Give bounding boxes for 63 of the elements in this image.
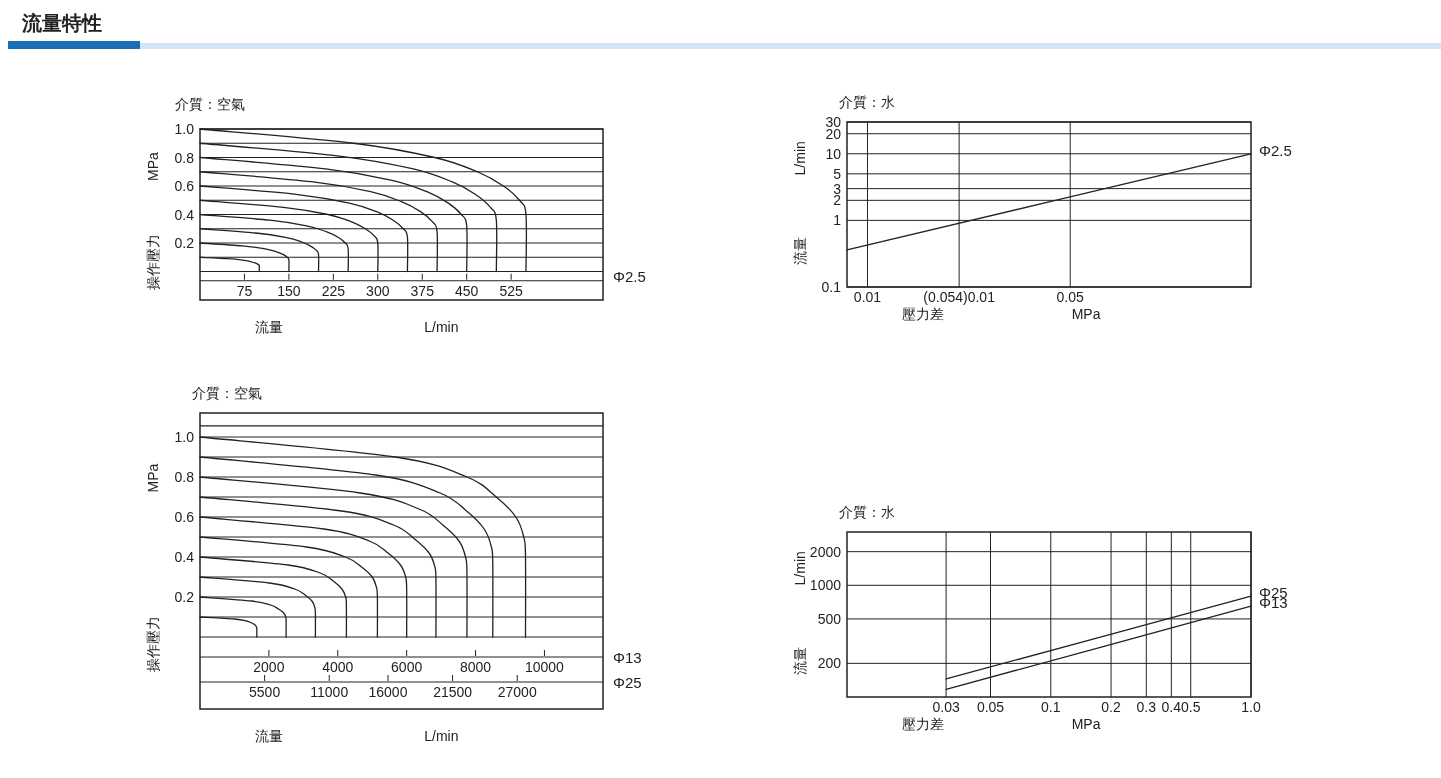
text: Φ13 xyxy=(613,649,642,666)
text: 操作壓力 MPa xyxy=(144,152,161,291)
x-tick-label: 225 xyxy=(321,282,346,299)
y-tick-label: 30 xyxy=(825,114,842,130)
y-tick-label: 0.4 xyxy=(174,549,195,565)
x2-tick-label: 16000 xyxy=(368,684,408,700)
x-tick-label: (0.054)0.01 xyxy=(923,289,996,305)
chart-title: 介質：空氣 xyxy=(192,385,262,401)
y-tick-label: 1.0 xyxy=(174,429,195,445)
x-tick-label: 10000 xyxy=(524,659,565,675)
x-tick-label: 525 xyxy=(499,282,524,299)
x-tick-label: 0.3 xyxy=(1136,699,1157,715)
x-tick-label: 0.4 xyxy=(1161,699,1182,715)
x-tick-label: 450 xyxy=(455,282,479,299)
x-tick-label: 375 xyxy=(410,282,435,299)
y-tick-label: 5 xyxy=(833,165,842,182)
y-tick-label: 0.6 xyxy=(174,178,195,194)
x-tick-label: 0.01 xyxy=(853,289,882,305)
text: 壓力差 MPa xyxy=(902,306,1101,322)
x-tick-label: 0.2 xyxy=(1101,699,1121,715)
y-tick-label: 0.6 xyxy=(174,509,195,525)
y-tick-label: 2000 xyxy=(809,543,842,560)
chart-title: 介質：水 xyxy=(839,504,895,520)
y-tick-label: 10 xyxy=(825,145,842,162)
x-tick-label: 0.5 xyxy=(1180,699,1201,715)
x2-tick-label: 11000 xyxy=(310,684,349,700)
chart-title: 流量特性 xyxy=(21,12,102,34)
text: 流量 L/min xyxy=(791,141,808,265)
x-tick-label: 0.05 xyxy=(976,699,1005,715)
text: Φ25 xyxy=(613,674,642,691)
x-tick-label: 6000 xyxy=(391,659,423,675)
series-label: Φ2.5 xyxy=(1259,141,1292,159)
x-tick-label: 0.03 xyxy=(932,699,960,715)
text: 流量 L/min xyxy=(255,319,459,335)
y-tick-label: 500 xyxy=(817,610,842,627)
y-tick-label: 200 xyxy=(817,655,842,672)
x-tick-label: 2000 xyxy=(253,659,285,675)
x-tick-label: 0.1 xyxy=(1041,699,1061,715)
x2-tick-label: 5500 xyxy=(249,684,281,700)
text: Φ2.5 xyxy=(613,268,646,286)
x-tick-label: 1.0 xyxy=(1241,699,1261,715)
y-tick-label: 1.0 xyxy=(174,121,195,137)
y-tick-label: 0.4 xyxy=(174,206,195,223)
x-tick-label: 75 xyxy=(236,282,253,299)
x-tick-label: 8000 xyxy=(459,659,492,675)
chart-title: 介質：水 xyxy=(839,94,895,110)
y-tick-label: 0.2 xyxy=(174,589,195,605)
x-tick-label: 4000 xyxy=(322,659,354,675)
x2-tick-label: 21500 xyxy=(433,684,473,700)
y-tick-label: 0.8 xyxy=(174,149,195,166)
x-tick-label: 0.05 xyxy=(1056,289,1085,305)
y-tick-label: 1000 xyxy=(809,577,842,594)
x2-tick-label: 27000 xyxy=(497,684,537,700)
text: 壓力差 MPa xyxy=(902,716,1101,732)
text: 流量 L/min xyxy=(255,728,459,744)
y-tick-label: 0.8 xyxy=(174,469,195,485)
x-tick-label: 150 xyxy=(277,282,301,299)
y-tick-label: 0.2 xyxy=(174,235,195,251)
y-tick-label: 1 xyxy=(833,212,842,229)
x-tick-label: 300 xyxy=(366,282,390,299)
chart-subtitle: 介質：空氣 xyxy=(175,96,245,112)
text: 操作壓力 MPa xyxy=(144,463,161,672)
text: 流量 L/min xyxy=(791,551,808,675)
